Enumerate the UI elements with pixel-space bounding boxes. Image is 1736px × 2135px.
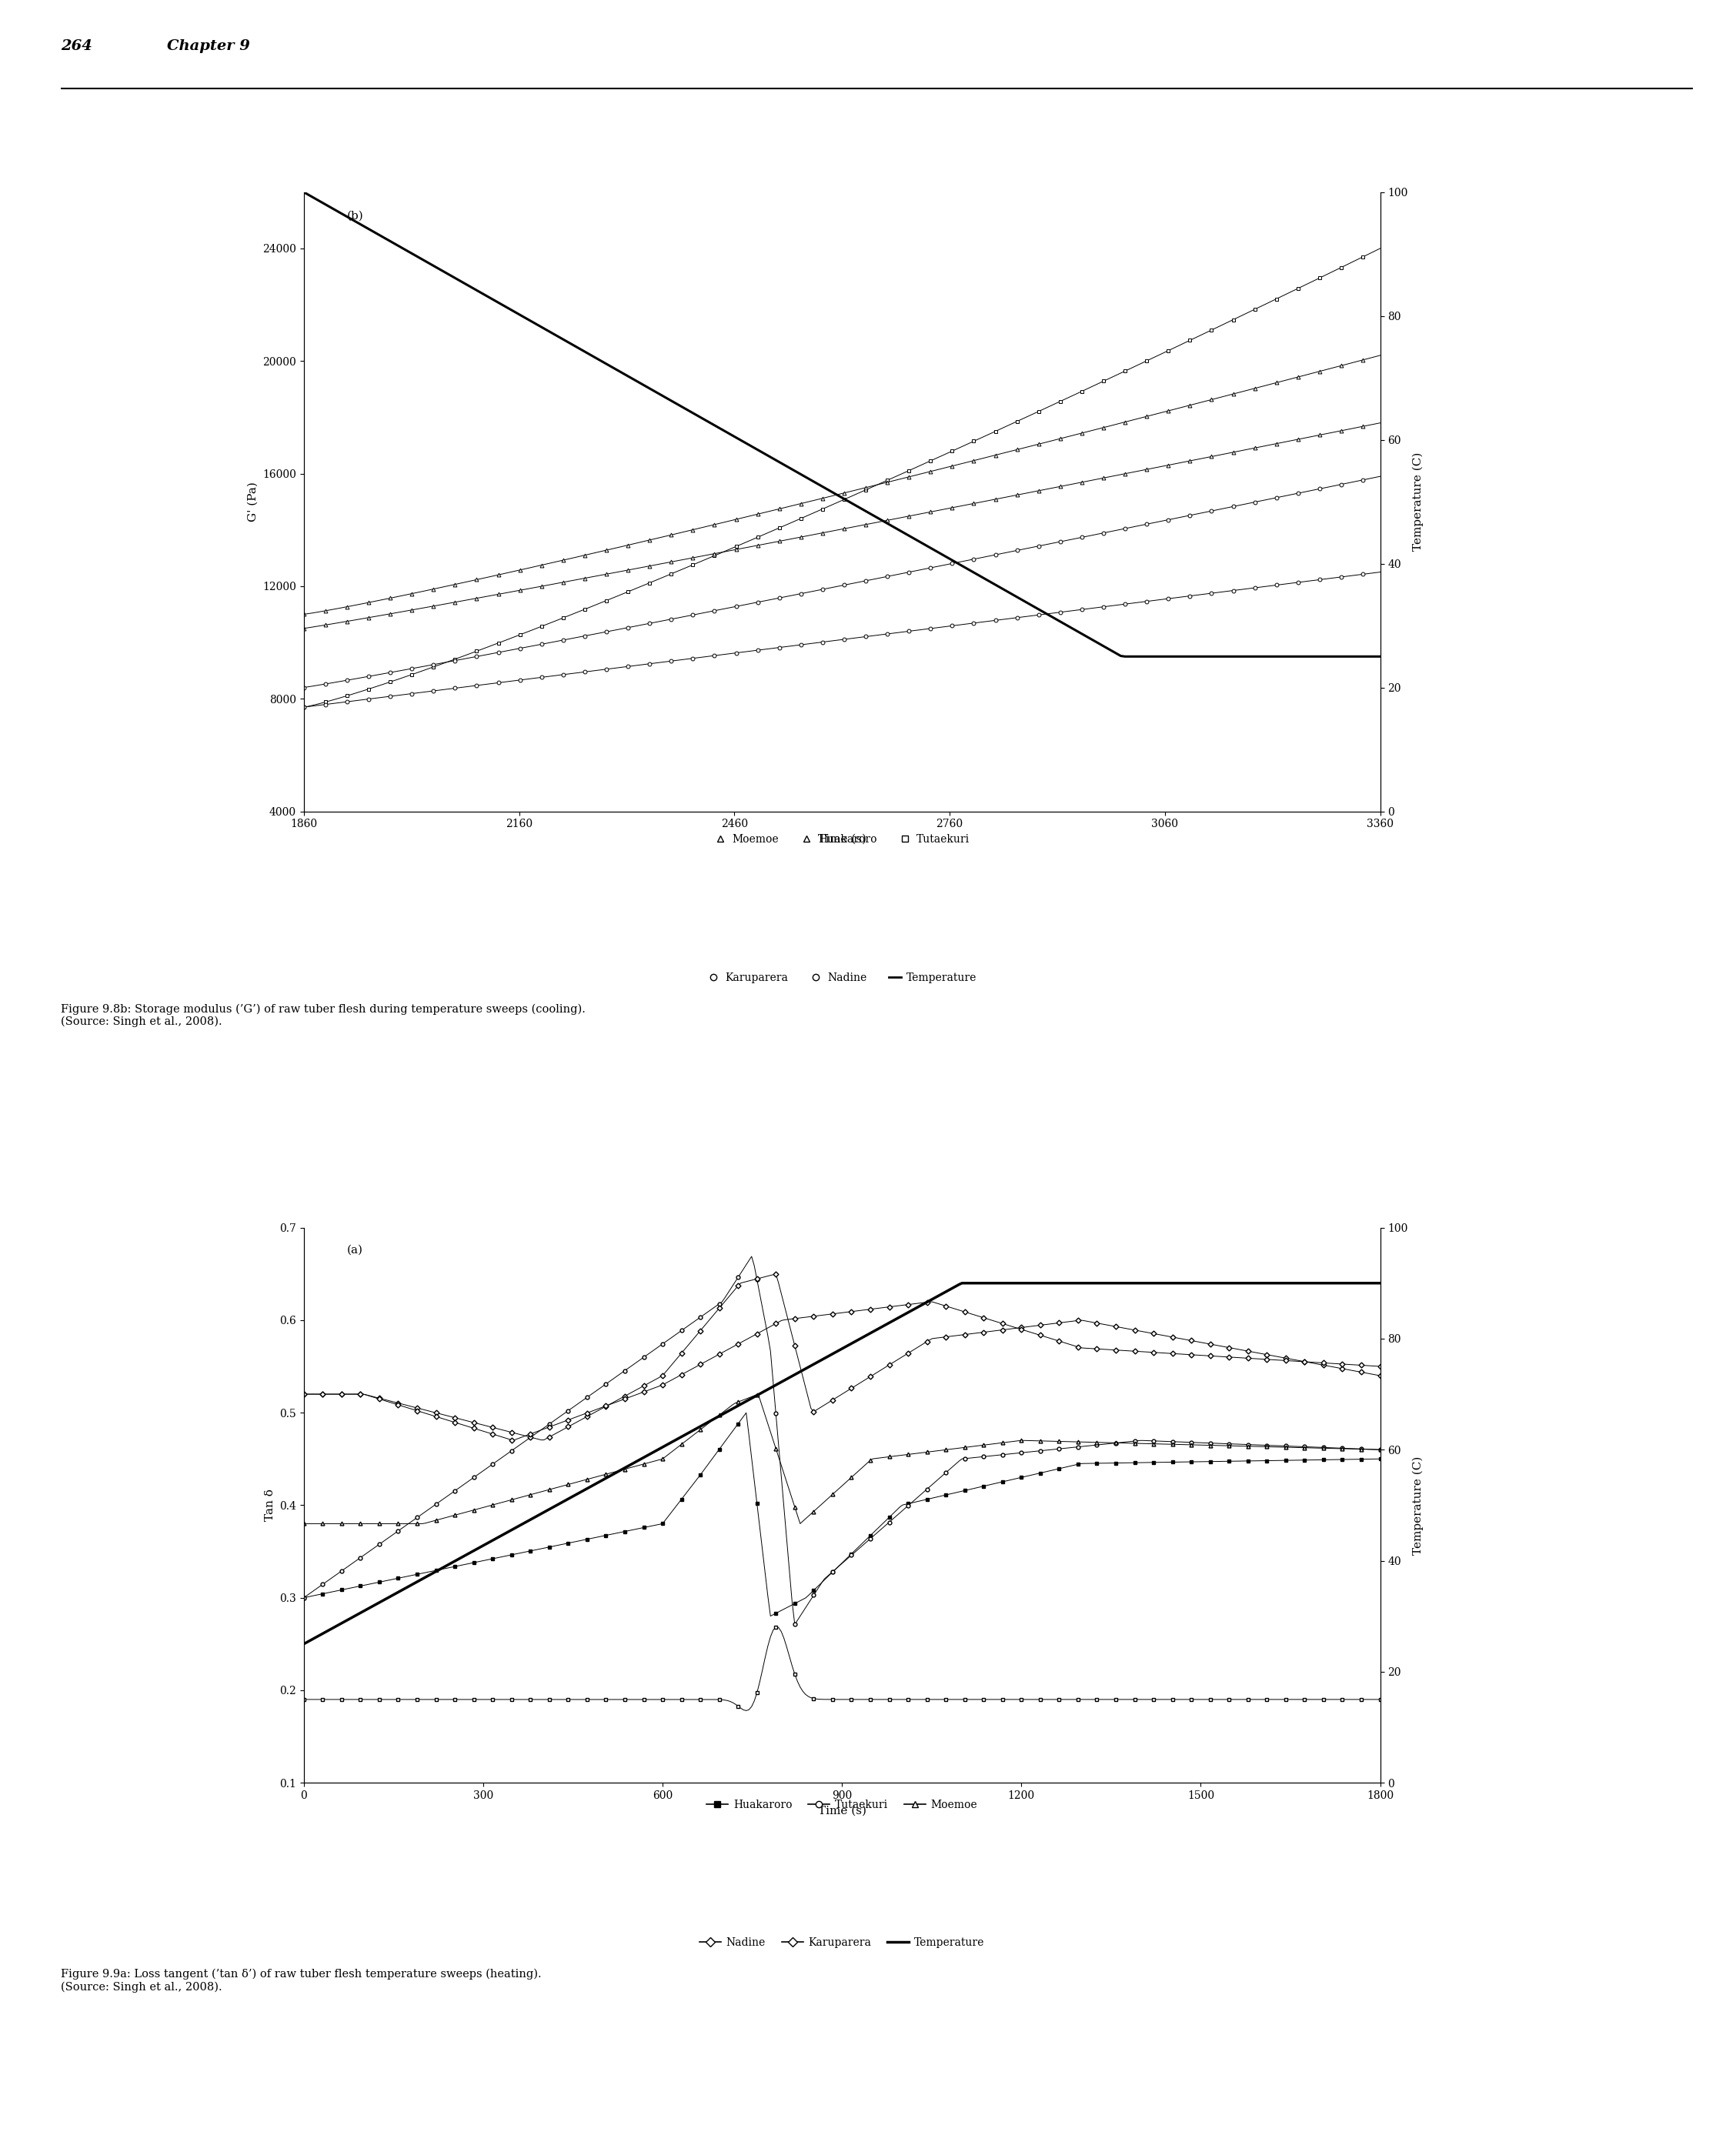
Legend: Nadine, Karuparera, Temperature: Nadine, Karuparera, Temperature	[694, 1932, 990, 1951]
X-axis label: Time (s): Time (s)	[818, 1806, 866, 1817]
X-axis label: Time (s): Time (s)	[818, 835, 866, 845]
Legend: Karuparera, Nadine, Temperature: Karuparera, Nadine, Temperature	[703, 967, 981, 986]
Text: 264: 264	[61, 38, 92, 53]
Y-axis label: Temperature (C): Temperature (C)	[1411, 1456, 1424, 1554]
Text: (b): (b)	[347, 211, 363, 222]
Y-axis label: G' (Pa): G' (Pa)	[248, 483, 259, 521]
Text: (a): (a)	[347, 1245, 363, 1255]
Text: Figure 9.8b: Storage modulus (’G’) of raw tuber flesh during temperature sweeps : Figure 9.8b: Storage modulus (’G’) of ra…	[61, 1003, 585, 1027]
Y-axis label: Tan δ: Tan δ	[264, 1488, 276, 1522]
Y-axis label: Temperature (C): Temperature (C)	[1411, 453, 1424, 551]
Text: Chapter 9: Chapter 9	[167, 38, 250, 53]
Text: Figure 9.9a: Loss tangent (’tan δ’) of raw tuber flesh temperature sweeps (heati: Figure 9.9a: Loss tangent (’tan δ’) of r…	[61, 1968, 542, 1992]
